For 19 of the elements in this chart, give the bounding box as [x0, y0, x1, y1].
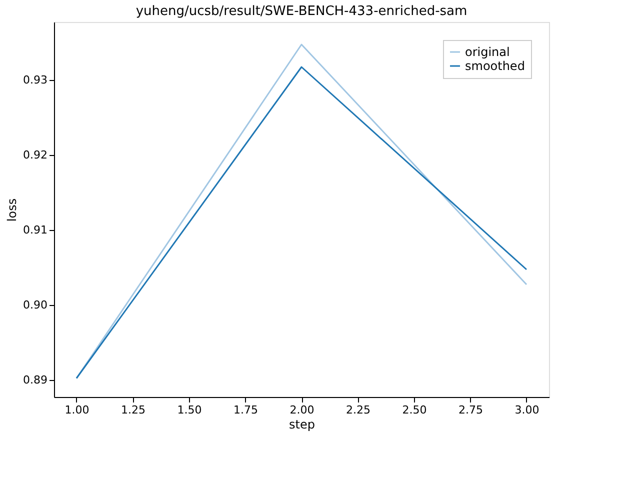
x-tick-label: 1.25 — [121, 404, 146, 416]
y-tick-label: 0.90 — [23, 298, 48, 312]
legend-label: original — [465, 45, 510, 59]
x-tick-label: 1.50 — [177, 404, 202, 416]
y-axis-title: loss — [5, 198, 20, 222]
legend-label: smoothed — [465, 59, 525, 73]
chart-title: yuheng/ucsb/result/SWE-BENCH-433-enriched-sam — [136, 4, 468, 19]
x-tick-label: 2.25 — [346, 404, 370, 416]
x-tick-label: 2.75 — [458, 404, 483, 416]
x-tick-label: 3.00 — [514, 404, 540, 416]
y-tick-label: 0.93 — [23, 73, 48, 86]
y-tick-label: 0.91 — [23, 223, 48, 236]
x-tick-label: 2.50 — [402, 404, 427, 416]
y-tick-label: 0.89 — [23, 373, 48, 386]
x-tick-label: 2.00 — [290, 404, 314, 416]
x-axis-title: step — [289, 418, 315, 432]
y-tick-label: 0.92 — [23, 148, 48, 162]
x-tick-label: 1.00 — [64, 404, 90, 416]
x-tick-label: 1.75 — [234, 404, 258, 416]
